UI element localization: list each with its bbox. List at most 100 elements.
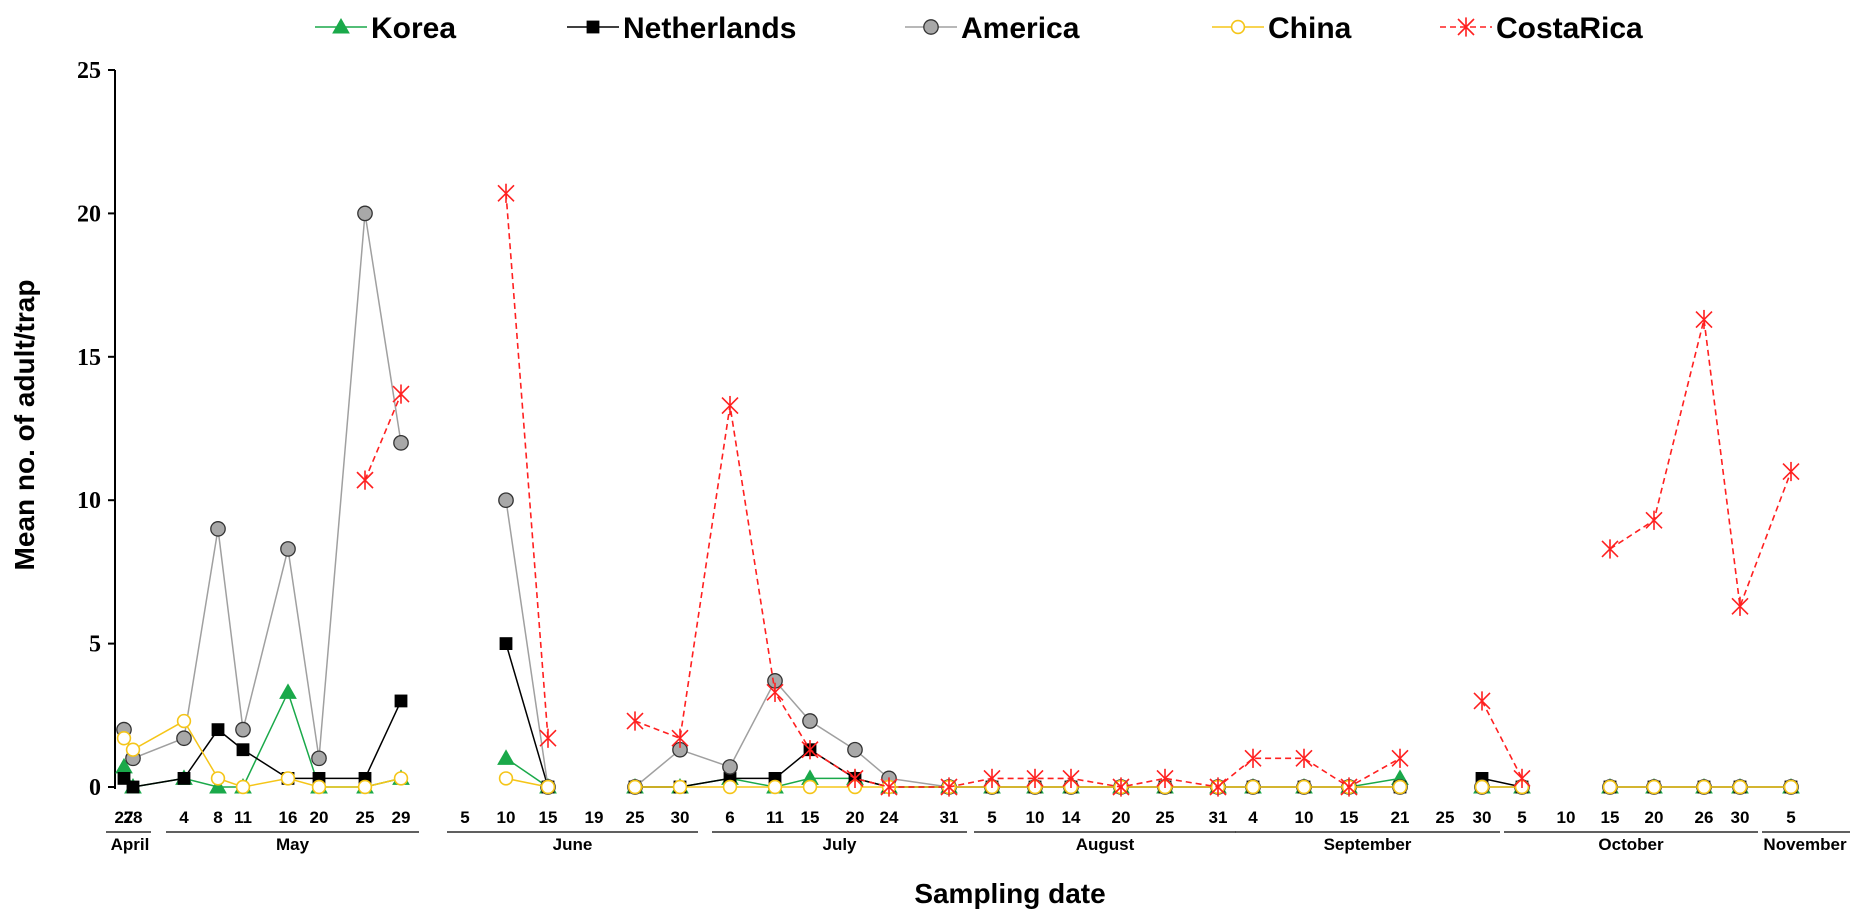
data-point (1731, 596, 1749, 616)
data-point (392, 384, 410, 404)
data-point (539, 728, 557, 748)
x-tick-label: 10 (497, 808, 516, 827)
legend-item-costarica: CostaRica (1440, 12, 1643, 45)
data-point (311, 779, 327, 795)
data-point (236, 743, 250, 757)
data-point (280, 771, 296, 786)
data-point (1513, 768, 1531, 788)
x-tick-label: 29 (392, 808, 411, 827)
data-point (1732, 779, 1748, 795)
data-point (802, 779, 818, 795)
data-point (279, 683, 297, 699)
y-tick-label: 25 (77, 58, 101, 84)
data-point (1026, 768, 1044, 788)
x-tick-label: 10 (1557, 808, 1576, 827)
legend-item-korea: Korea (315, 12, 456, 45)
x-tick-label: 30 (671, 808, 690, 827)
data-point (671, 728, 689, 748)
data-point (767, 779, 783, 795)
series-costarica (356, 183, 1800, 797)
axes: 0 5 10 15 20 25 (77, 58, 116, 801)
data-point (1062, 768, 1080, 788)
data-point (497, 183, 515, 203)
series-netherlands (117, 637, 1798, 794)
x-tick-label: 25 (356, 808, 375, 827)
legend-marker (1230, 19, 1246, 35)
data-point (210, 521, 226, 537)
x-tick-label: 20 (310, 808, 329, 827)
y-tick-label: 10 (77, 488, 101, 514)
data-point (235, 779, 251, 795)
legend-label: China (1268, 12, 1352, 45)
month-label: November (1763, 835, 1847, 854)
y-axis-title: Mean no. of adult/trap (9, 280, 40, 571)
x-tick-label: 10 (1026, 808, 1045, 827)
x-tick-label: 5 (1517, 808, 1526, 827)
data-point (1473, 691, 1491, 711)
month-label: September (1324, 835, 1412, 854)
data-point (356, 470, 374, 490)
data-point (176, 713, 192, 729)
month-label: June (553, 835, 593, 854)
legend-marker (1457, 17, 1475, 37)
data-point (1295, 748, 1313, 768)
y-tick-label: 5 (89, 632, 101, 658)
month-label: April (111, 835, 150, 854)
series-line (505, 193, 549, 739)
month-label: October (1598, 835, 1664, 854)
legend-label: Korea (371, 12, 456, 45)
data-point (394, 694, 408, 708)
series-line (1609, 319, 1792, 607)
series-line (634, 679, 1400, 788)
x-tick-label: 5 (460, 808, 469, 827)
legend-label: Netherlands (623, 12, 796, 45)
x-tick-label: 21 (1391, 808, 1410, 827)
series-line (634, 405, 1401, 788)
x-tick-label: 27 (115, 808, 134, 827)
data-point (1646, 779, 1662, 795)
data-point (1296, 779, 1312, 795)
x-tick-label: 20 (846, 808, 865, 827)
data-point (880, 777, 898, 797)
data-point (983, 768, 1001, 788)
data-point (497, 749, 515, 765)
series-line (505, 643, 549, 788)
x-tick-label: 30 (1473, 808, 1492, 827)
x-tick-label: 25 (626, 808, 645, 827)
x-tick-label: 14 (1062, 808, 1081, 827)
data-point (1209, 777, 1227, 797)
x-tick-label: 5 (1786, 808, 1795, 827)
x-tick-label: 4 (179, 808, 189, 827)
data-point (722, 779, 738, 795)
data-point (940, 777, 958, 797)
legend-item-netherlands: Netherlands (567, 12, 796, 45)
series-line (635, 748, 1400, 788)
data-point (721, 395, 739, 416)
data-point (116, 731, 132, 746)
x-tick-label: 11 (234, 808, 252, 827)
x-tick-label: 20 (1645, 808, 1664, 827)
series-line (1481, 700, 1523, 779)
x-tick-label: 16 (279, 808, 298, 827)
series-line (364, 393, 402, 481)
legend-item-china: China (1212, 12, 1352, 45)
data-point (1645, 510, 1663, 530)
x-tick-label: 15 (801, 808, 820, 827)
x-tick-label: 30 (1731, 808, 1750, 827)
data-point (176, 730, 192, 747)
x-tick-label: 15 (1601, 808, 1620, 827)
data-point (540, 779, 556, 795)
x-tick-label: 11 (766, 808, 784, 827)
data-point (672, 779, 688, 795)
data-point (1392, 779, 1408, 795)
data-point (847, 741, 863, 758)
data-point (211, 723, 225, 737)
legend-marker (923, 19, 939, 35)
series-line (505, 500, 549, 788)
x-tick-label: 24 (880, 808, 899, 827)
data-point (1601, 539, 1619, 559)
x-tick-label: 20 (1112, 808, 1131, 827)
data-point (1244, 748, 1262, 768)
legend-marker (332, 17, 350, 34)
